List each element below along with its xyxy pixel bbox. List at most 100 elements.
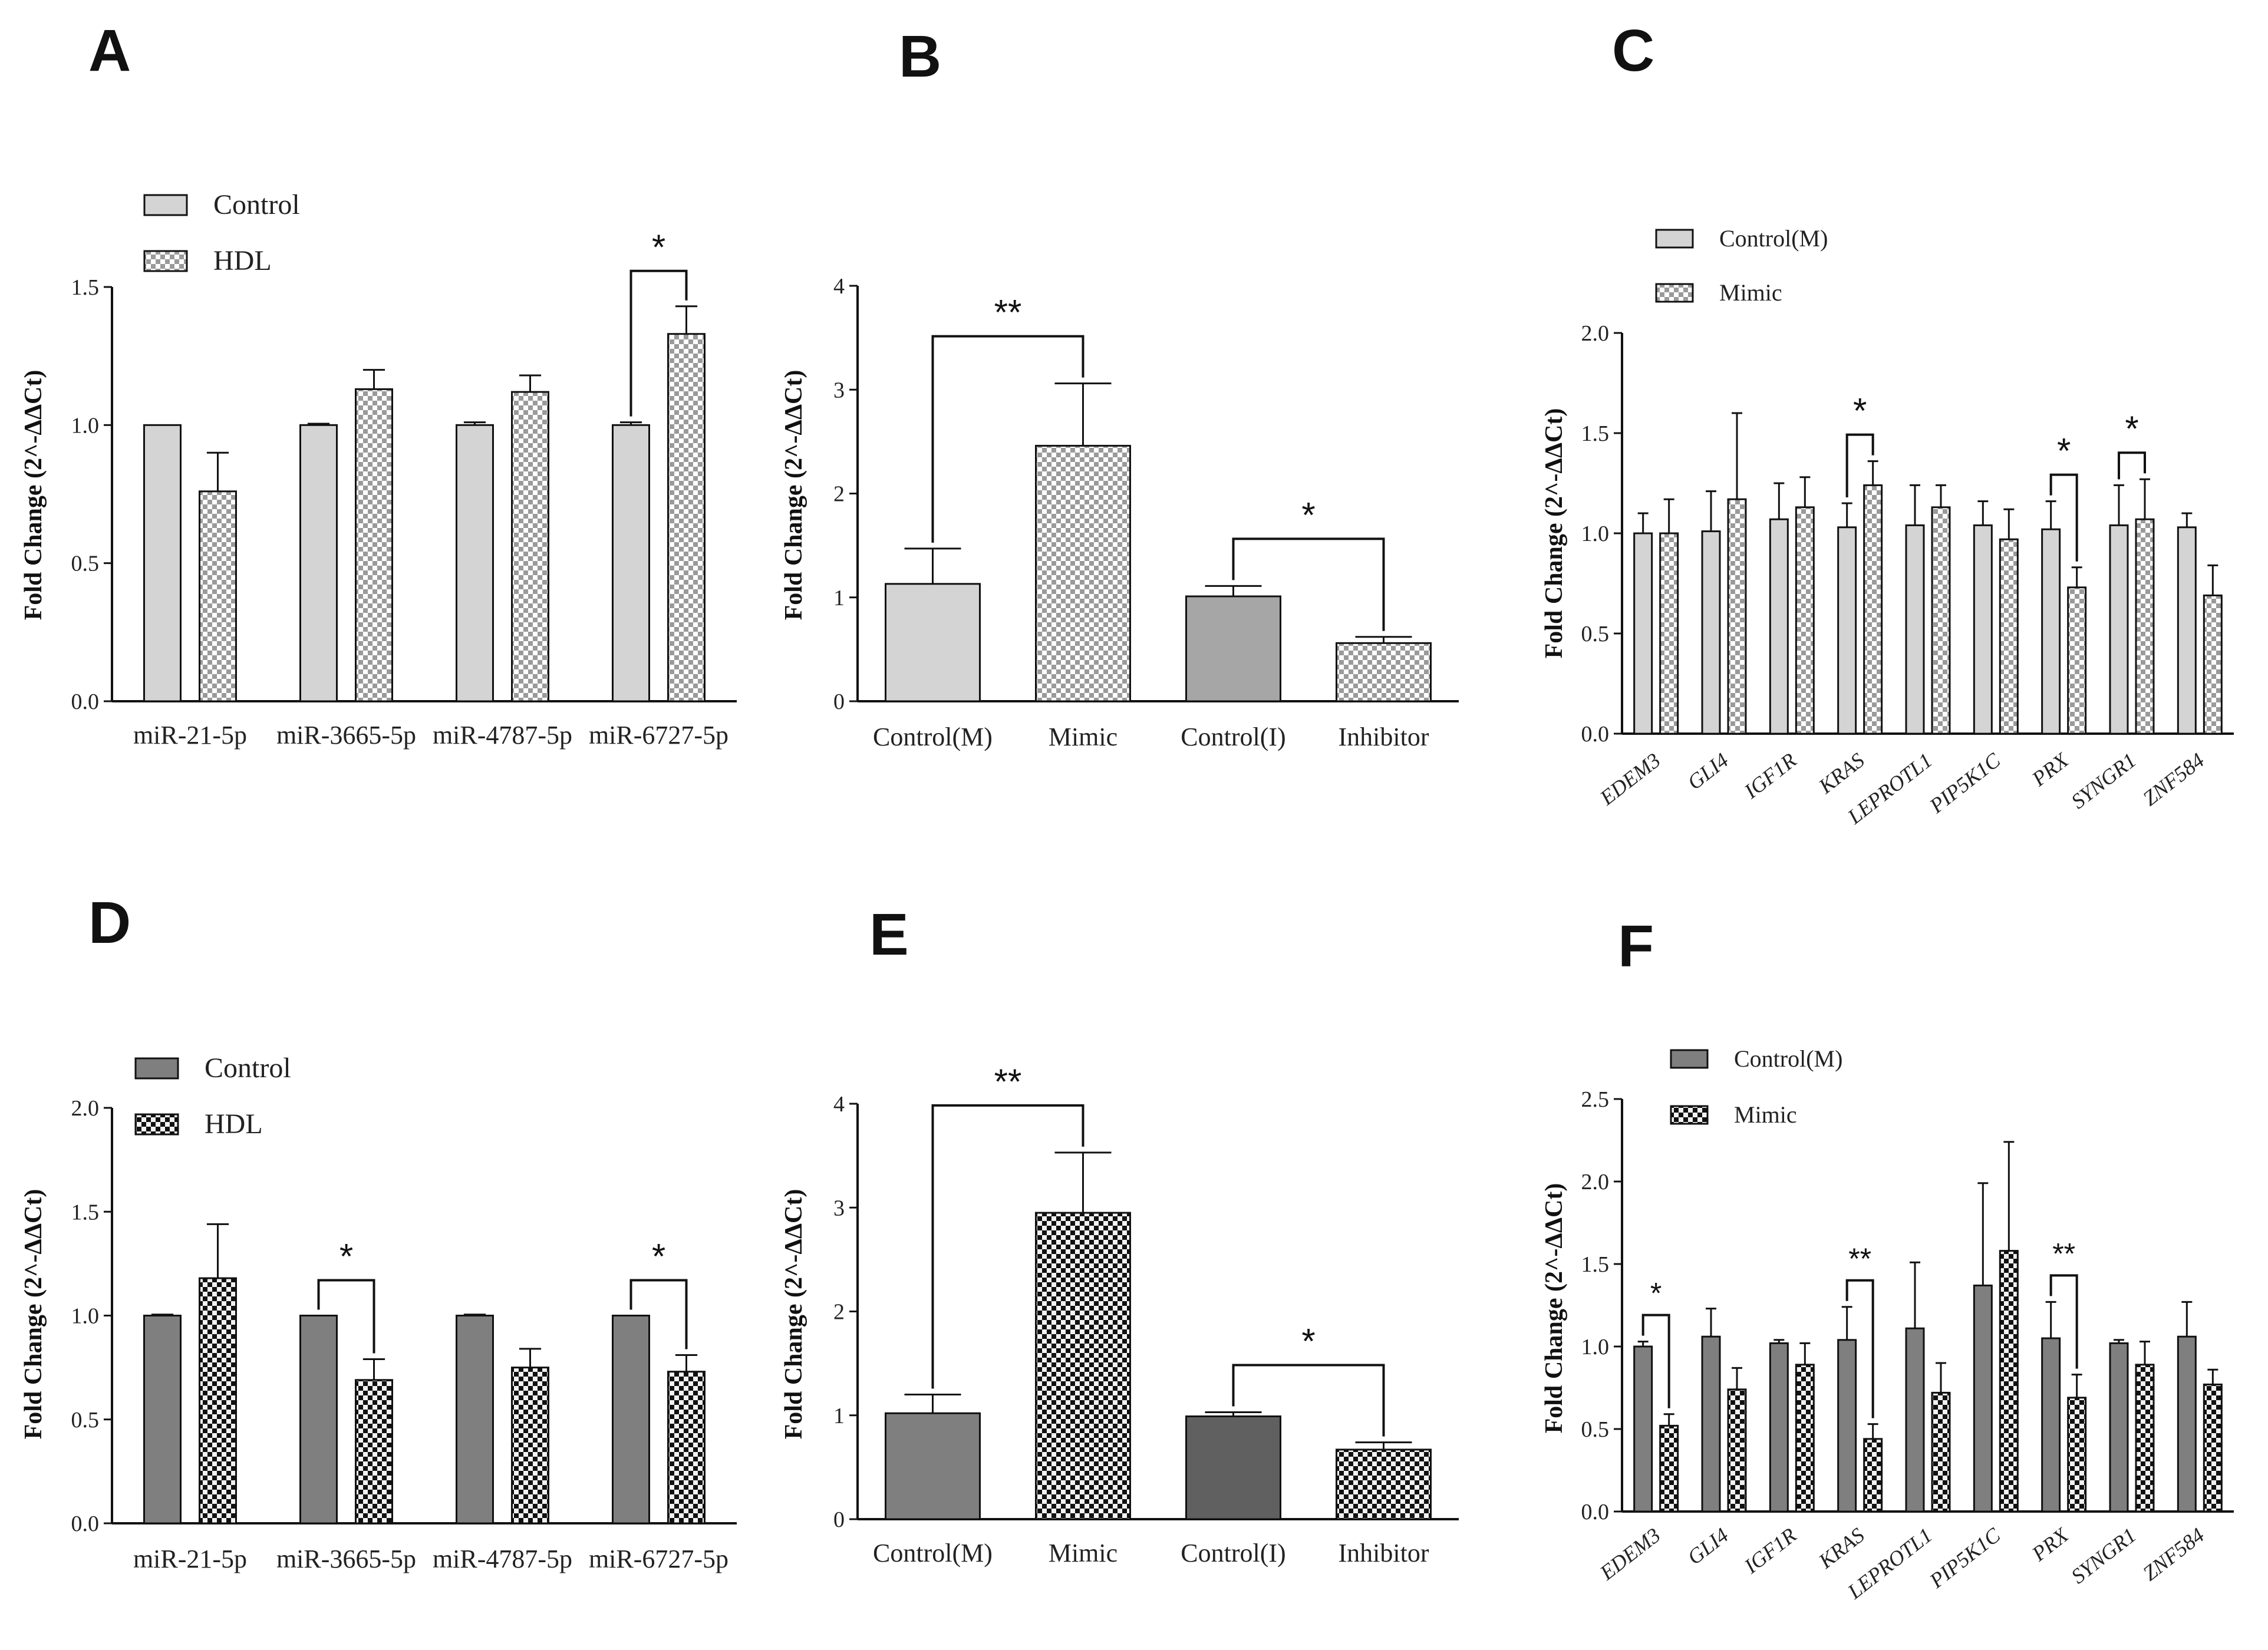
bar-mimic: [1035, 1212, 1131, 1520]
chart-panel-b: 0 1 2 3 4 Fold Change (2^-ΔΔCt) Control(M) Mimi…: [780, 274, 1459, 751]
chart-panel-e: 0 1 2 3 4 Fold Change (2^-ΔΔCt) Control(M) Mimi…: [780, 1062, 1459, 1568]
bar-control-i: [1185, 1415, 1281, 1520]
significance-label: *: [339, 1237, 353, 1276]
y-axis-label: Fold Change (2^-ΔΔCt): [1541, 1183, 1568, 1434]
chart-panel-d: 0.0 0.5 1.0 1.5 2.0 Fold Change (2^-ΔΔCt) miR-…: [20, 1052, 737, 1573]
bar-edem3-mimic: [1659, 532, 1679, 735]
y-tick-label: 0.5: [1581, 622, 1610, 646]
legend-swatch: [134, 1113, 179, 1136]
bar-gli4-mimic: [1727, 1388, 1747, 1513]
y-tick-label: 1.0: [1581, 1335, 1610, 1359]
bar-inhibitor: [1336, 1448, 1432, 1520]
bar-control-m: [885, 1412, 981, 1520]
significance-bracket: [1845, 433, 1874, 497]
x-tick-label: GLI4: [1683, 748, 1733, 794]
bar-kras-mimic: [1863, 1438, 1883, 1513]
bar-mir-21-5p-hdl: [199, 1277, 237, 1524]
y-tick-label: 2.0: [1581, 321, 1610, 346]
panel-label-f: F: [1618, 913, 1654, 979]
significance-label: *: [2125, 409, 2138, 448]
y-tick-label: 1.5: [71, 275, 100, 300]
x-tick-label: SYNGR1: [2066, 748, 2141, 813]
significance-label: *: [1853, 391, 1867, 431]
bar-igf1r-mimic: [1795, 506, 1815, 735]
y-tick-label: 2: [833, 482, 845, 507]
bar-kras-mimic: [1863, 484, 1883, 735]
chart-panel-a: 0.0 0.5 1.0 1.5 Fold Change (2^-ΔΔCt) miR-21-…: [20, 189, 737, 750]
bar-mir-3665-5p-control: [299, 424, 338, 702]
y-tick-label: 0.0: [1581, 1500, 1610, 1524]
legend-label: Control: [205, 1052, 291, 1084]
x-tick-label: PIP5K1C: [1925, 748, 2006, 818]
bar-pip5k1c-control-m: [1973, 1284, 1993, 1513]
bar-mir-3665-5p-hdl: [355, 1379, 393, 1524]
x-tick-label: PRX: [2027, 748, 2073, 791]
bar-syngr1-mimic: [2135, 1364, 2155, 1513]
bar-leprotl1-mimic: [1931, 506, 1951, 735]
significance-label: **: [1848, 1242, 1871, 1275]
bar-edem3-control-m: [1633, 1345, 1653, 1513]
significance-bracket: [1232, 1364, 1385, 1437]
bar-igf1r-control-m: [1769, 1342, 1789, 1513]
bar-mir-4787-5p-hdl: [511, 391, 549, 702]
significance-bracket: [1232, 537, 1385, 631]
significance-label: *: [652, 227, 665, 267]
x-tick-label: miR-6727-5p: [589, 1545, 728, 1573]
bar-mir-4787-5p-hdl: [511, 1367, 549, 1524]
x-tick-label: GLI4: [1683, 1523, 1733, 1569]
panel-label-d: D: [88, 890, 131, 956]
legend-swatch: [143, 250, 188, 272]
x-tick-label: PRX: [2027, 1523, 2073, 1566]
bar-kras-control-m: [1837, 526, 1857, 735]
significance-label: *: [1650, 1277, 1662, 1310]
bar-control-m: [885, 583, 981, 702]
bar-edem3-mimic: [1659, 1424, 1679, 1513]
y-tick-label: 1.5: [1581, 421, 1610, 446]
y-tick-label: 0.0: [71, 689, 100, 714]
x-tick-label: ZNF584: [2138, 1523, 2208, 1585]
x-tick-label: IGF1R: [1739, 1523, 1801, 1579]
legend-label: Control: [213, 189, 300, 220]
y-tick-label: 0.0: [1581, 722, 1610, 747]
y-tick-label: 0: [833, 689, 845, 714]
bar-mir-3665-5p-hdl: [355, 388, 393, 702]
y-tick-label: 3: [833, 1196, 845, 1220]
bar-mir-4787-5p-control: [456, 424, 494, 702]
x-tick-label: miR-21-5p: [133, 1545, 247, 1573]
bar-mir-6727-5p-control: [612, 1315, 650, 1524]
bar-mir-4787-5p-control: [456, 1315, 494, 1524]
legend-swatch: [1655, 229, 1694, 249]
legend-swatch: [1670, 1105, 1709, 1125]
panel-label-b: B: [899, 24, 941, 90]
x-tick-label: Control(M): [873, 722, 993, 751]
y-tick-label: 2.5: [1581, 1087, 1610, 1112]
legend-swatch: [134, 1057, 179, 1080]
panel-label-e: E: [869, 902, 909, 968]
panel-label-c: C: [1612, 18, 1654, 84]
significance-label: *: [652, 1237, 665, 1276]
legend-label: HDL: [213, 245, 272, 276]
x-tick-label: Inhibitor: [1339, 722, 1429, 751]
bar-mir-6727-5p-hdl: [667, 1371, 706, 1524]
bar-edem3-control-m: [1633, 532, 1653, 735]
x-tick-label: IGF1R: [1739, 748, 1801, 804]
x-tick-label: EDEM3: [1595, 748, 1664, 810]
y-axis-label: Fold Change (2^-ΔΔCt): [780, 370, 807, 621]
x-tick-label: KRAS: [1814, 748, 1868, 798]
bar-pip5k1c-mimic: [1999, 538, 2019, 735]
bar-znf584-mimic: [2203, 1383, 2223, 1513]
bar-znf584-control-m: [2177, 1335, 2197, 1513]
significance-bracket: [629, 269, 688, 417]
significance-label: **: [994, 1062, 1022, 1101]
x-tick-label: miR-4787-5p: [433, 1545, 572, 1573]
legend-label: Control(M): [1734, 1045, 1842, 1072]
bar-leprotl1-control-m: [1905, 1327, 1925, 1513]
bar-prx-control-m: [2041, 528, 2061, 735]
bar-gli4-mimic: [1727, 498, 1747, 735]
y-tick-label: 1.5: [1581, 1252, 1610, 1277]
significance-bracket: [2118, 451, 2146, 480]
bar-mir-21-5p-control: [143, 1315, 182, 1524]
y-tick-label: 0.0: [71, 1512, 100, 1536]
x-tick-label: Control(I): [1181, 722, 1285, 751]
